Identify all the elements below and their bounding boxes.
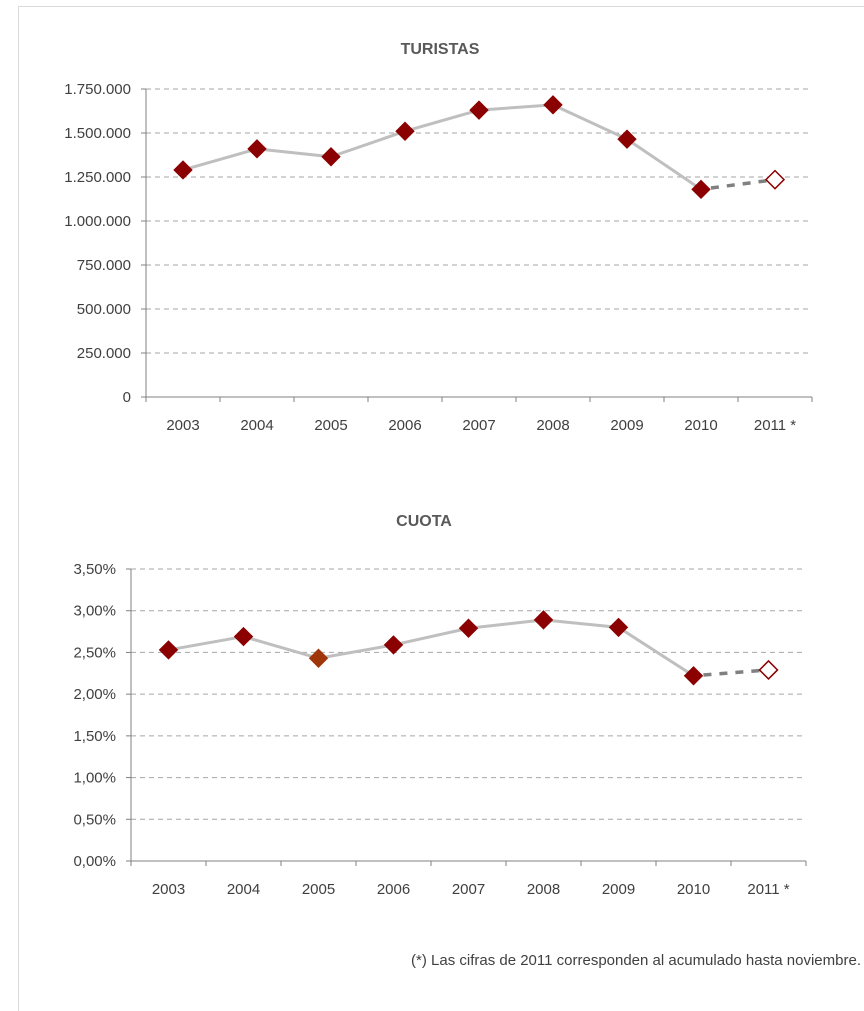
cuota-xtick-label: 2009 — [602, 881, 635, 898]
turistas-xtick-label: 2006 — [388, 417, 421, 434]
cuota-ytick-label: 2,50% — [73, 644, 116, 661]
turistas-series-line — [182, 103, 702, 191]
cuota-series-line — [168, 618, 695, 678]
turistas-data-point — [691, 179, 711, 200]
turistas-data-point — [321, 147, 341, 167]
turistas-ytick-label: 750.000 — [77, 257, 131, 274]
chart-frame — [18, 6, 864, 1011]
cuota-xtick-label: 2005 — [302, 881, 335, 898]
cuota-xtick-label: 2010 — [677, 881, 710, 898]
cuota-data-point — [383, 635, 404, 655]
cuota-data-point — [308, 648, 329, 668]
cuota-data-point — [608, 617, 629, 638]
turistas-data-point — [247, 139, 267, 159]
turistas-data-point — [764, 169, 786, 190]
cuota-ytick-label: 1,50% — [73, 728, 116, 745]
turistas-data-point — [617, 129, 637, 149]
turistas-xtick-label: 2007 — [462, 417, 495, 434]
chart2-title: CUOTA — [396, 513, 452, 530]
cuota-data-point — [683, 666, 704, 686]
turistas-chart: 0 250.000 500.000 750.000 1.000.000 1.250.000… — [64, 81, 813, 434]
turistas-xtick-label: 2008 — [536, 417, 569, 434]
turistas-xtick-label: 2010 — [684, 417, 717, 434]
turistas-ytick-label: 250.000 — [77, 345, 131, 362]
cuota-xtick-label: 2003 — [152, 881, 185, 898]
cuota-data-point — [458, 618, 479, 638]
turistas-xtick-label: 2009 — [610, 417, 643, 434]
turistas-ytick-label: 500.000 — [77, 301, 131, 318]
turistas-ytick-label: 1.500.000 — [64, 125, 131, 142]
cuota-xtick-label: 2008 — [527, 881, 560, 898]
turistas-ytick-label: 1.750.000 — [64, 81, 131, 98]
cuota-xtick-label: 2004 — [227, 881, 260, 898]
turistas-data-point — [543, 95, 563, 115]
cuota-ytick-label: 3,00% — [73, 603, 116, 620]
turistas-projection-line — [700, 177, 776, 192]
turistas-xtick-label: 2005 — [314, 417, 347, 434]
cuota-xtick-label: 2006 — [377, 881, 410, 898]
turistas-ytick-label: 1.000.000 — [64, 213, 131, 230]
cuota-ytick-label: 1,00% — [73, 770, 116, 787]
turistas-ytick-label: 1.250.000 — [64, 169, 131, 186]
turistas-xtick-label: 2011 * — [754, 417, 796, 434]
cuota-ytick-label: 0,50% — [73, 811, 116, 828]
cuota-ytick-label: 0,00% — [73, 853, 116, 870]
cuota-data-point — [533, 610, 554, 630]
turistas-data-point — [469, 100, 489, 120]
chart1-title: TURISTAS — [401, 41, 480, 58]
cuota-data-point — [233, 626, 254, 647]
cuota-ytick-label: 2,00% — [73, 686, 116, 703]
cuota-chart: 0,00% 0,50% 1,00% 1,50% 2,00% 2,50% 3,00% 3,50%… — [73, 561, 807, 898]
turistas-data-point — [395, 121, 415, 141]
turistas-data-point — [173, 160, 193, 180]
cuota-data-point — [158, 640, 179, 660]
cuota-data-point — [758, 659, 779, 681]
turistas-xtick-label: 2004 — [240, 417, 273, 434]
turistas-ytick-label: 0 — [123, 389, 131, 406]
turistas-xtick-label: 2003 — [166, 417, 199, 434]
cuota-xtick-label: 2007 — [452, 881, 485, 898]
footnote: (*) Las cifras de 2011 corresponden al a… — [411, 952, 861, 969]
cuota-xtick-label: 2011 * — [747, 881, 789, 898]
cuota-ytick-label: 3,50% — [73, 561, 116, 578]
cuota-projection-line — [693, 668, 769, 678]
